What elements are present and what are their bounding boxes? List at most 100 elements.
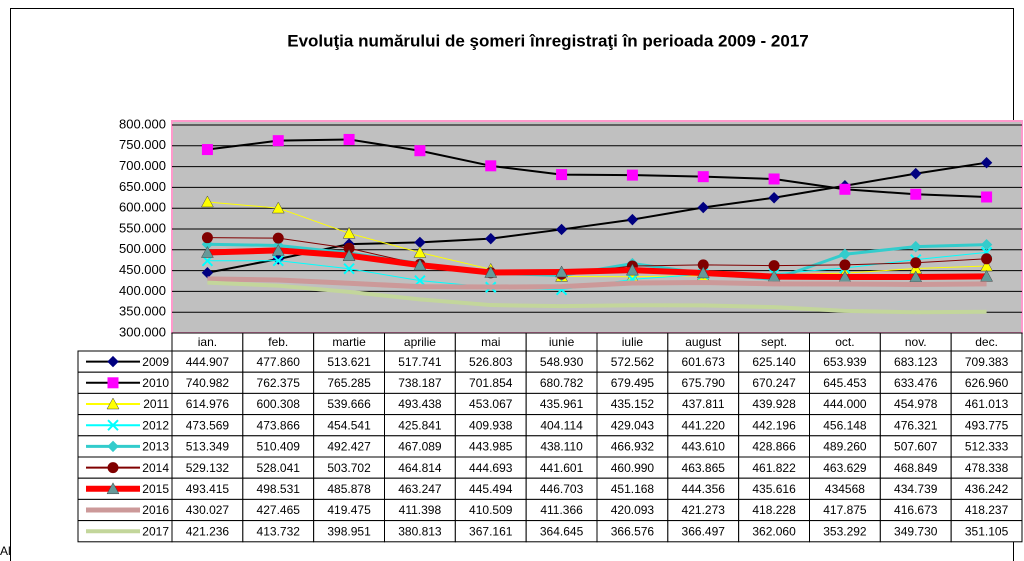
table-value: 507.607 xyxy=(894,440,938,454)
marker xyxy=(839,183,851,195)
table-value: 679.495 xyxy=(611,376,655,390)
table-value: 477.860 xyxy=(257,355,301,369)
legend-label: 2016 xyxy=(142,503,169,517)
marker xyxy=(414,274,426,287)
table-value: 410.509 xyxy=(469,503,513,517)
marker xyxy=(485,232,497,245)
table-value: 443.610 xyxy=(682,440,726,454)
table-value: 443.985 xyxy=(469,440,513,454)
x-tick-label: mai xyxy=(481,335,500,349)
table-value: 351.105 xyxy=(965,524,1009,538)
x-tick-label: dec. xyxy=(975,335,998,349)
x-tick-label: nov. xyxy=(905,335,927,349)
table-value: 463.865 xyxy=(682,461,726,475)
x-tick-label: aprilie xyxy=(404,335,436,349)
table-value: 453.067 xyxy=(469,397,513,411)
table-value: 409.938 xyxy=(469,418,513,432)
table-value: 461.822 xyxy=(752,461,796,475)
table-value: 762.375 xyxy=(257,376,301,390)
table-value: 701.854 xyxy=(469,376,513,390)
table-value: 517.741 xyxy=(398,355,442,369)
table-value: 683.123 xyxy=(894,355,938,369)
y-tick-label: 550.000 xyxy=(119,220,166,235)
table-value: 454.978 xyxy=(894,397,938,411)
marker xyxy=(343,263,355,275)
marker xyxy=(910,240,922,253)
table-value: 675.790 xyxy=(682,376,726,390)
marker xyxy=(414,145,426,157)
marker xyxy=(839,259,851,271)
x-tick-label: iulie xyxy=(622,335,644,349)
legend-label: 2011 xyxy=(143,397,169,411)
legend-label: 2010 xyxy=(142,376,169,390)
x-tick-label: oct. xyxy=(835,335,854,349)
marker xyxy=(696,266,710,279)
table-value: 444.907 xyxy=(186,355,230,369)
table-value: 492.427 xyxy=(327,440,371,454)
marker xyxy=(697,201,709,214)
legend-label: 2009 xyxy=(142,355,169,369)
legend-label: 2015 xyxy=(142,482,169,496)
marker xyxy=(413,258,427,271)
table-value: 645.453 xyxy=(823,376,867,390)
marker xyxy=(910,167,922,180)
table-value: 421.236 xyxy=(186,524,230,538)
table-value: 493.415 xyxy=(186,482,230,496)
table-value: 513.349 xyxy=(186,440,230,454)
marker xyxy=(413,246,427,258)
table-value: 445.494 xyxy=(469,482,513,496)
table-value: 420.093 xyxy=(611,503,655,517)
y-tick-label: 650.000 xyxy=(119,179,166,194)
table-value: 380.813 xyxy=(398,524,442,538)
marker xyxy=(271,201,285,214)
series-line xyxy=(207,201,987,278)
table-value: 548.930 xyxy=(540,355,584,369)
table-value: 428.866 xyxy=(752,440,796,454)
marker xyxy=(625,263,639,276)
marker xyxy=(910,188,922,200)
table-value: 738.187 xyxy=(398,376,442,390)
table-value: 425.841 xyxy=(398,418,442,432)
table-value: 680.782 xyxy=(540,376,584,390)
y-tick-label: 500.000 xyxy=(119,241,166,256)
table-value: 670.247 xyxy=(752,376,796,390)
marker xyxy=(555,265,569,278)
table-value: 398.951 xyxy=(327,524,371,538)
marker xyxy=(343,133,355,145)
table-value: 512.333 xyxy=(965,440,1009,454)
marker xyxy=(106,482,120,495)
marker xyxy=(107,355,119,368)
y-tick-label: 450.000 xyxy=(119,262,166,277)
marker xyxy=(107,462,119,474)
table-value: 444.356 xyxy=(682,482,726,496)
table-value: 503.702 xyxy=(327,461,371,475)
table-value: 411.366 xyxy=(540,503,583,517)
legend-label: 2014 xyxy=(142,461,169,475)
marker xyxy=(980,238,993,251)
table-value: 539.666 xyxy=(327,397,371,411)
table-value: 437.811 xyxy=(682,397,725,411)
series-line xyxy=(207,276,987,290)
table-value: 404.114 xyxy=(540,418,583,432)
table-value: 442.196 xyxy=(752,418,796,432)
table-value: 367.161 xyxy=(469,524,513,538)
marker xyxy=(909,270,923,283)
table-value: 510.409 xyxy=(257,440,301,454)
table-value: 461.013 xyxy=(965,397,1009,411)
table-value: 421.273 xyxy=(682,503,726,517)
table-value: 419.475 xyxy=(327,503,371,517)
x-tick-label: august xyxy=(685,335,722,349)
marker xyxy=(555,223,568,236)
table-value: 614.976 xyxy=(186,397,230,411)
x-tick-label: feb. xyxy=(268,335,288,349)
marker xyxy=(272,232,284,244)
table-value: 625.140 xyxy=(752,355,796,369)
marker xyxy=(200,246,214,258)
marker xyxy=(271,243,285,256)
series-line xyxy=(207,280,987,315)
series-line xyxy=(207,138,987,198)
marker xyxy=(839,248,851,260)
table-value: 451.168 xyxy=(611,482,655,496)
table-value: 528.041 xyxy=(257,461,301,475)
